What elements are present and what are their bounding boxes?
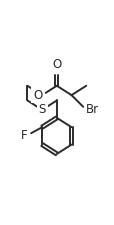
Text: O: O (33, 89, 42, 102)
Text: Br: Br (86, 103, 98, 116)
Text: S: S (38, 103, 45, 116)
Text: O: O (52, 58, 61, 71)
Text: F: F (21, 129, 27, 142)
